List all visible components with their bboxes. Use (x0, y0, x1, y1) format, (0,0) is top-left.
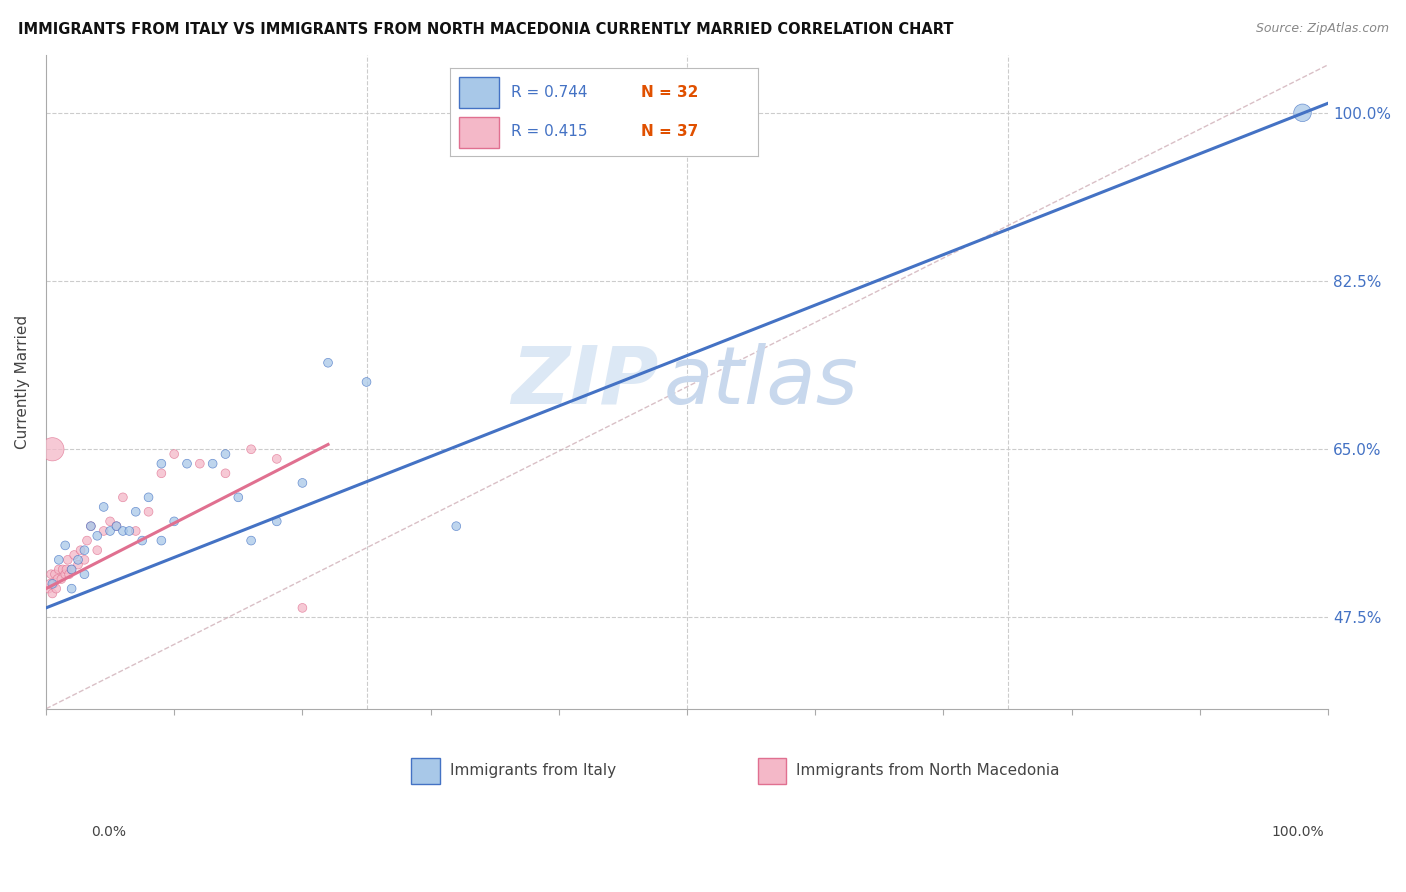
Point (356, 375, 378, 389)
Point (60, 562, 83, 576)
Point (98, 514, 121, 528)
Point (55, 562, 77, 576)
Point (163, 514, 186, 528)
Point (131, 533, 153, 548)
Point (45, 582, 67, 596)
Point (48, 553, 70, 567)
Point (316, 356, 339, 370)
Point (73, 553, 96, 567)
Point (150, 457, 173, 471)
Y-axis label: Currently Married: Currently Married (15, 315, 30, 449)
Point (201, 457, 224, 471)
Point (41, 442, 63, 457)
Point (80, 519, 103, 533)
Point (176, 457, 198, 471)
Text: IMMIGRANTS FROM ITALY VS IMMIGRANTS FROM NORTH MACEDONIA CURRENTLY MARRIED CORRE: IMMIGRANTS FROM ITALY VS IMMIGRANTS FROM… (18, 22, 953, 37)
Point (138, 505, 160, 519)
Text: Source: ZipAtlas.com: Source: ZipAtlas.com (1256, 22, 1389, 36)
Point (291, 600, 314, 615)
Point (266, 514, 288, 528)
Point (214, 467, 236, 481)
Point (44, 567, 66, 582)
Point (86, 529, 108, 543)
Point (53, 538, 76, 552)
Point (41, 577, 63, 591)
Point (58, 567, 80, 582)
Point (150, 467, 173, 481)
Point (240, 442, 263, 457)
Point (38, 577, 60, 591)
Point (125, 524, 148, 538)
Point (111, 524, 134, 538)
Point (93, 524, 115, 538)
Text: ZIP: ZIP (512, 343, 659, 421)
Point (60, 582, 83, 596)
Point (188, 457, 211, 471)
Point (226, 491, 249, 505)
Point (38, 582, 60, 596)
Point (66, 558, 89, 572)
Point (60, 562, 83, 576)
Point (86, 543, 108, 558)
Text: Immigrants from North Macedonia: Immigrants from North Macedonia (796, 764, 1060, 779)
Point (93, 500, 115, 514)
FancyBboxPatch shape (758, 758, 786, 784)
Point (266, 451, 288, 466)
Point (63, 548, 86, 562)
Point (105, 519, 128, 533)
Point (446, 519, 468, 533)
Point (118, 524, 141, 538)
Point (52, 562, 75, 576)
Point (73, 543, 96, 558)
Point (42, 577, 65, 591)
Point (150, 533, 173, 548)
Point (240, 533, 263, 548)
Point (56, 553, 79, 567)
Text: 100.0%: 100.0% (1272, 825, 1324, 839)
Point (105, 519, 128, 533)
Point (39, 567, 62, 582)
Point (51, 572, 73, 586)
FancyBboxPatch shape (412, 758, 440, 784)
Point (53, 567, 76, 582)
Point (41, 586, 63, 600)
Point (48, 562, 70, 576)
Point (66, 553, 89, 567)
Text: Immigrants from Italy: Immigrants from Italy (450, 764, 616, 779)
Point (214, 447, 236, 461)
Point (76, 533, 98, 548)
Point (80, 519, 103, 533)
Point (69, 543, 91, 558)
Point (125, 505, 148, 519)
Point (98, 524, 121, 538)
Point (111, 491, 134, 505)
Point (291, 475, 314, 490)
Point (1291, 105, 1313, 120)
Point (73, 567, 96, 582)
Text: atlas: atlas (664, 343, 859, 421)
Text: 0.0%: 0.0% (91, 825, 127, 839)
Point (163, 447, 186, 461)
Point (46, 572, 69, 586)
Point (138, 491, 160, 505)
